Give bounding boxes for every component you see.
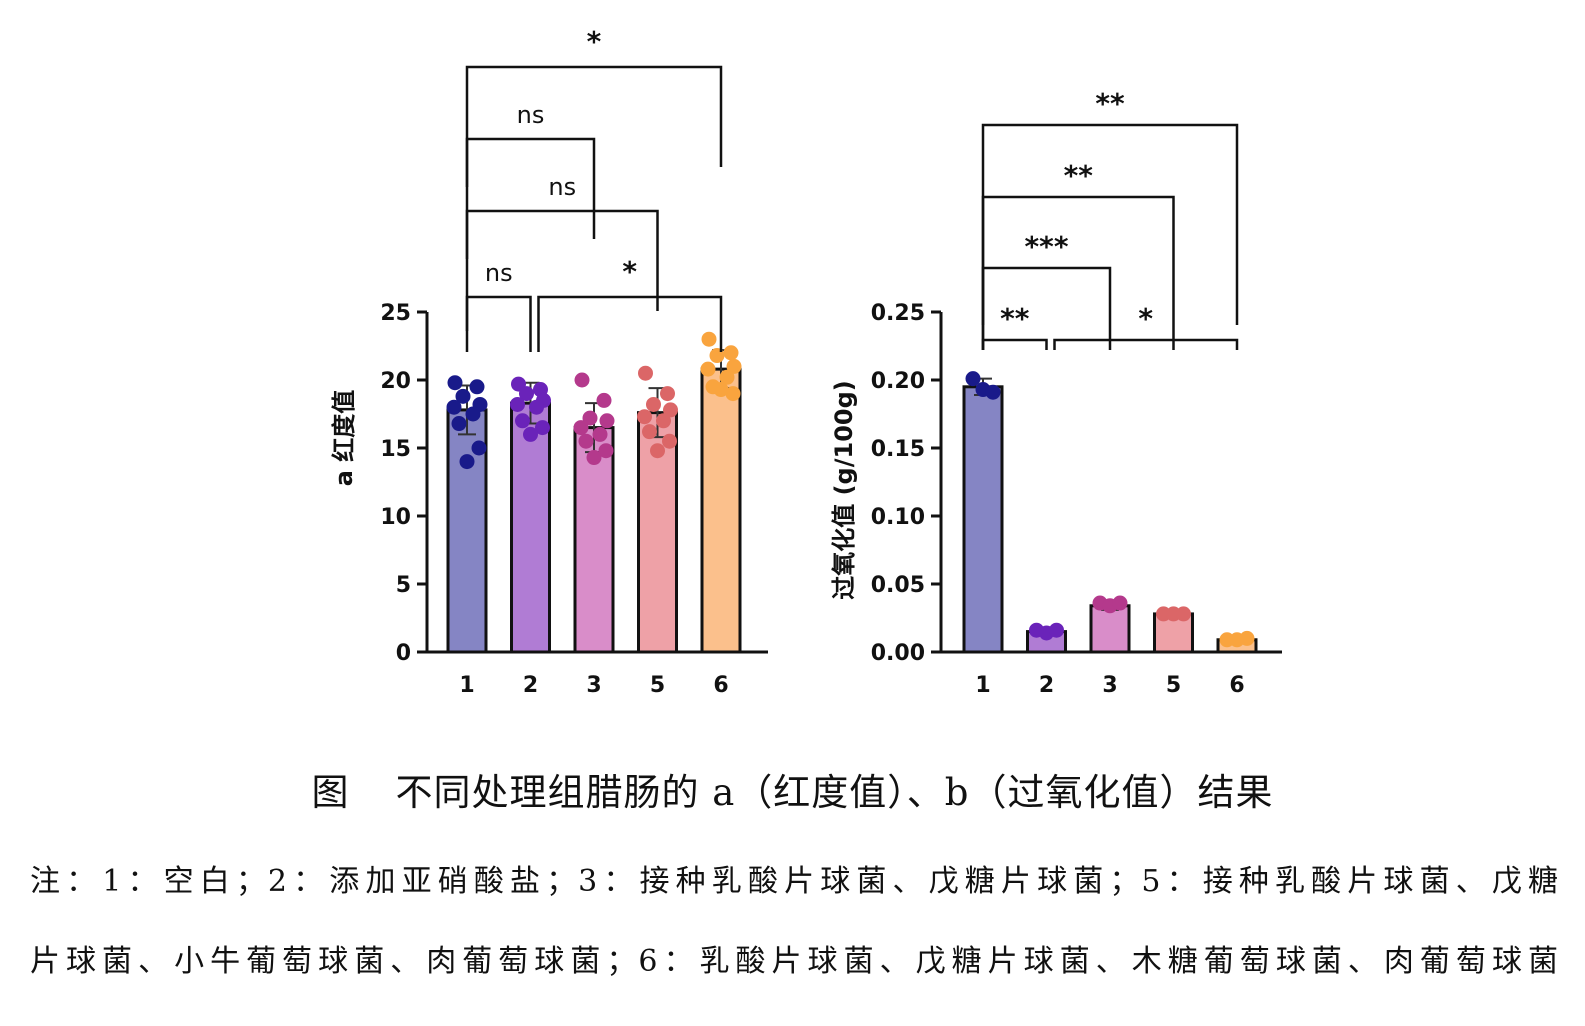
y-tick-label: 5 <box>396 573 411 598</box>
data-point <box>713 382 729 398</box>
data-point <box>637 409 652 425</box>
data-point <box>985 384 1001 400</box>
data-point <box>459 454 475 470</box>
significance-label: ns <box>485 259 513 287</box>
significance-label: ns <box>517 101 545 129</box>
data-point <box>596 392 612 408</box>
significance-bracket <box>981 338 1048 350</box>
data-point <box>725 386 741 402</box>
x-tick-label: 5 <box>1166 673 1181 698</box>
significance-label: * <box>622 255 637 288</box>
significance-label: ns <box>548 173 576 201</box>
data-point <box>663 402 678 418</box>
data-point <box>1049 622 1064 638</box>
significance-label: ** <box>1064 159 1094 192</box>
data-point <box>586 450 602 466</box>
figure-caption-text: 不同处理组腊肠的 a（红度值）、b（过氧化值）结果 <box>395 771 1274 814</box>
y-tick-label: 0.25 <box>871 301 925 326</box>
y-tick-label: 10 <box>380 505 411 530</box>
x-tick-label: 3 <box>1102 673 1117 698</box>
data-point <box>465 406 481 422</box>
significance-label: ** <box>1000 302 1030 335</box>
data-point <box>523 426 538 442</box>
y-tick-label: 0.10 <box>871 505 925 530</box>
data-point <box>535 420 550 436</box>
x-tick-label: 2 <box>1039 673 1054 698</box>
data-point <box>701 331 717 347</box>
data-point <box>726 358 742 374</box>
data-point <box>638 365 653 381</box>
data-point <box>510 396 525 412</box>
x-tick-label: 1 <box>459 673 474 698</box>
significance-bracket <box>1053 338 1239 350</box>
data-point <box>573 420 589 436</box>
bar <box>510 401 551 654</box>
data-point <box>592 426 608 442</box>
y-tick-label: 0.20 <box>871 369 925 394</box>
y-tick-label: 0.05 <box>871 573 925 598</box>
data-point <box>529 399 544 415</box>
x-tick-label: 1 <box>975 673 990 698</box>
x-tick-label: 6 <box>1229 673 1244 698</box>
significance-bracket <box>465 209 659 331</box>
data-point <box>446 399 462 415</box>
y-tick-label: 20 <box>380 369 411 394</box>
data-point <box>1112 595 1128 611</box>
x-tick-label: 3 <box>586 673 601 698</box>
data-point <box>451 416 467 432</box>
y-axis-title: 过氧化值 (g/100g) <box>830 380 858 600</box>
significance-bracket <box>465 65 723 187</box>
data-point <box>1176 606 1191 622</box>
y-tick-label: 0.15 <box>871 437 925 462</box>
significance-bracket <box>465 295 532 352</box>
y-tick-label: 25 <box>380 301 411 326</box>
data-point <box>700 361 716 377</box>
data-point <box>582 410 598 426</box>
data-point <box>471 440 487 456</box>
significance-bracket <box>465 137 596 259</box>
significance-bracket <box>537 295 723 352</box>
figure-caption: 图 不同处理组腊肠的 a（红度值）、b（过氧化值）结果 <box>0 762 1585 816</box>
data-point <box>642 424 657 440</box>
y-tick-label: 0.00 <box>871 641 925 666</box>
data-point <box>469 379 485 395</box>
data-point <box>662 433 677 449</box>
data-point <box>515 413 530 429</box>
y-tick-label: 0 <box>396 641 411 666</box>
data-point <box>723 345 739 361</box>
data-point <box>719 369 735 385</box>
data-point <box>660 386 675 402</box>
data-point <box>578 433 594 449</box>
figure-label: 图 <box>311 771 350 814</box>
significance-label: * <box>587 25 602 58</box>
figure-note-line-2: 片球菌、小牛葡萄球菌、肉葡萄球菌；6：乳酸片球菌、戊糖片球菌、木糖葡萄球菌、肉葡… <box>30 944 1560 979</box>
x-tick-label: 2 <box>523 673 538 698</box>
data-point <box>656 413 671 429</box>
significance-bracket <box>981 266 1112 350</box>
data-point <box>598 443 614 459</box>
x-tick-label: 6 <box>713 673 728 698</box>
bar <box>962 385 1004 654</box>
data-point <box>599 413 615 429</box>
significance-label: * <box>1138 302 1153 335</box>
significance-label: ** <box>1095 87 1125 120</box>
bar <box>1089 604 1131 654</box>
data-point <box>646 396 661 412</box>
chart-panel-a: 0 5 10 15 20 25 a 红度值 1 2 3 5 6 * ns ns ns * <box>330 25 768 698</box>
y-axis-title: a 红度值 <box>330 390 358 487</box>
data-point <box>965 371 981 387</box>
y-tick-label: 15 <box>380 437 411 462</box>
bar <box>700 367 742 654</box>
data-point <box>650 443 665 459</box>
chart-panel-b: 0.00 0.05 0.10 0.15 0.20 0.25 过氧化值 (g/100g) 1 2 3… <box>830 87 1282 698</box>
data-point <box>455 388 471 404</box>
data-point <box>447 375 463 391</box>
data-point <box>574 372 590 388</box>
data-point <box>1239 630 1255 646</box>
figure-note-line-1: 注：1：空白；2：添加亚硝酸盐；3：接种乳酸片球菌、戊糖片球菌；5：接种乳酸片球… <box>30 864 1560 899</box>
x-tick-label: 5 <box>650 673 665 698</box>
data-point <box>519 386 534 402</box>
significance-label: *** <box>1025 230 1069 263</box>
